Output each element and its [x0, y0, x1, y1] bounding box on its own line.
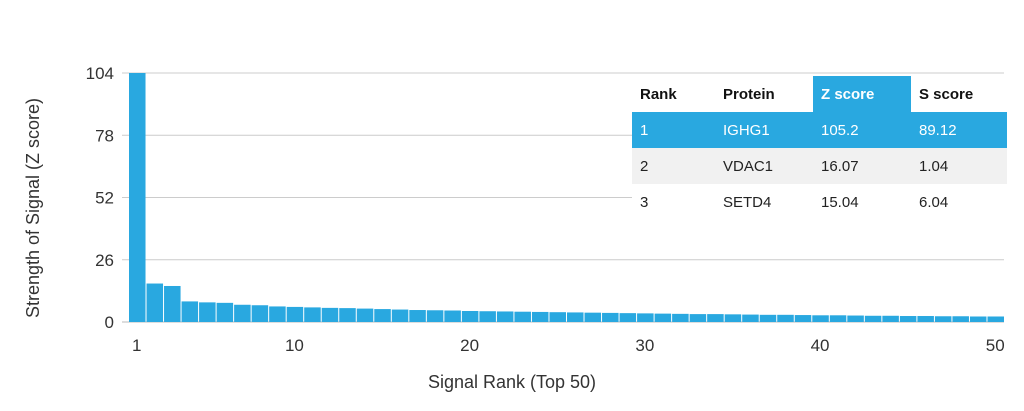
bar	[707, 314, 724, 322]
bar	[934, 316, 952, 322]
top-proteins-table: Rank Protein Z score S score 1 IGHG1 105…	[632, 76, 1007, 220]
bar	[339, 308, 356, 322]
y-axis-title: Strength of Signal (Z score)	[23, 98, 43, 318]
bar	[847, 315, 864, 322]
bar	[689, 314, 707, 322]
bar	[199, 302, 216, 322]
cell-rank: 3	[632, 184, 715, 220]
bar	[742, 314, 759, 322]
x-axis-title: Signal Rank (Top 50)	[428, 372, 596, 392]
cell-rank: 2	[632, 148, 715, 184]
bar	[479, 311, 496, 322]
bar	[129, 73, 146, 322]
bar	[724, 314, 742, 322]
bar	[444, 310, 461, 322]
bar	[654, 313, 672, 322]
bar	[514, 311, 531, 322]
bar	[969, 316, 987, 322]
bar	[829, 315, 847, 322]
bar	[567, 312, 584, 322]
bar	[496, 311, 514, 322]
bar	[426, 310, 444, 322]
cell-s-score: 89.12	[911, 112, 1007, 148]
x-tick-label: 40	[811, 336, 830, 355]
bar	[181, 301, 199, 322]
cell-s-score: 6.04	[911, 184, 1007, 220]
bar	[899, 316, 917, 322]
x-tick-label: 50	[986, 336, 1005, 355]
cell-z-score: 15.04	[813, 184, 911, 220]
y-axis-ticks: 0 26 52 78 104	[86, 64, 114, 332]
y-tick-label: 52	[95, 189, 114, 208]
bar	[619, 313, 637, 322]
header-rank: Rank	[632, 76, 715, 112]
header-protein: Protein	[715, 76, 813, 112]
bar	[269, 306, 286, 322]
bar	[304, 307, 321, 322]
table-row: 2 VDAC1 16.07 1.04	[632, 148, 1007, 184]
bar	[602, 312, 619, 322]
bar	[882, 315, 899, 322]
header-z-score: Z score	[813, 76, 911, 112]
cell-protein: VDAC1	[715, 148, 813, 184]
bar	[234, 304, 251, 322]
bar	[164, 285, 181, 322]
table-row: 1 IGHG1 105.2 89.12	[632, 112, 1007, 148]
y-tick-label: 78	[95, 126, 114, 145]
bar	[812, 315, 829, 322]
bar	[146, 283, 164, 322]
bar	[286, 306, 304, 322]
bar	[987, 316, 1004, 322]
bar	[531, 311, 549, 322]
table-row: 3 SETD4 15.04 6.04	[632, 184, 1007, 220]
cell-protein: SETD4	[715, 184, 813, 220]
x-tick-label: 10	[285, 336, 304, 355]
x-tick-label: 30	[635, 336, 654, 355]
bar	[637, 313, 654, 322]
cell-s-score: 1.04	[911, 148, 1007, 184]
bar	[759, 314, 777, 322]
x-tick-label: 1	[132, 336, 141, 355]
bar	[584, 312, 602, 322]
y-tick-label: 0	[105, 313, 114, 332]
bar	[794, 315, 812, 322]
x-tick-label: 20	[460, 336, 479, 355]
cell-rank: 1	[632, 112, 715, 148]
x-axis-ticks: 1 10 20 30 40 50	[132, 336, 1005, 355]
bars	[129, 73, 1004, 322]
header-s-score: S score	[911, 76, 1007, 112]
bar	[917, 316, 934, 322]
bar	[952, 316, 969, 322]
bar	[374, 309, 391, 322]
cell-z-score: 105.2	[813, 112, 911, 148]
bar	[461, 310, 479, 322]
bar	[391, 309, 409, 322]
bar	[409, 310, 426, 322]
bar	[321, 307, 339, 322]
cell-protein: IGHG1	[715, 112, 813, 148]
bar	[356, 308, 374, 322]
bar	[864, 315, 882, 322]
bar	[216, 302, 234, 322]
bar	[549, 312, 566, 322]
y-tick-label: 26	[95, 251, 114, 270]
bar	[251, 305, 269, 322]
y-tick-label: 104	[86, 64, 114, 83]
bar	[777, 314, 794, 322]
table-header-row: Rank Protein Z score S score	[632, 76, 1007, 112]
cell-z-score: 16.07	[813, 148, 911, 184]
bar	[672, 313, 689, 322]
